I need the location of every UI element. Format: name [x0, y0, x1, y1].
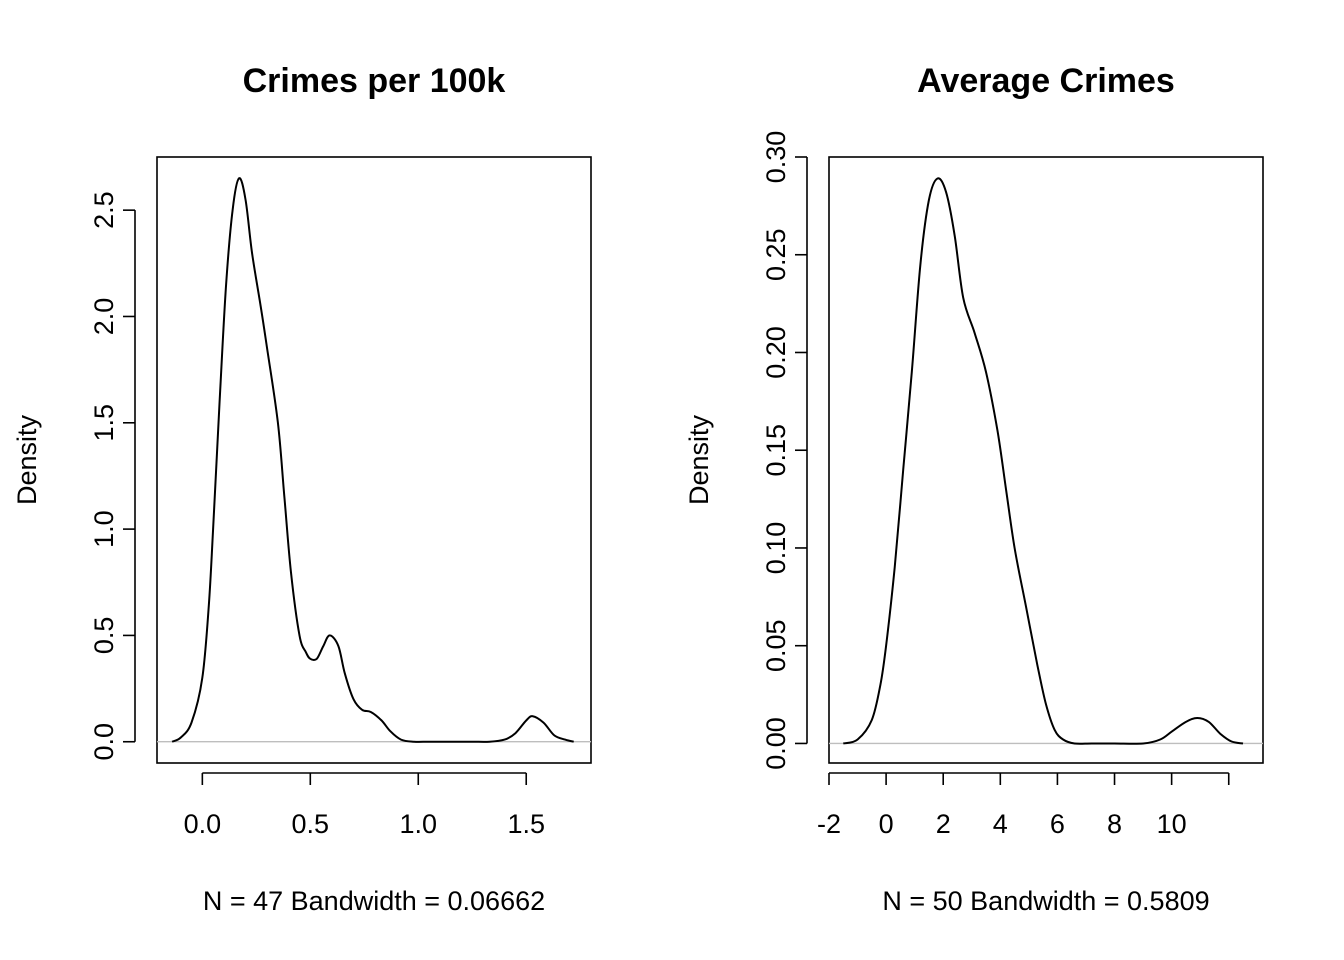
chart-panel-average-crimes: Average Crimes Density N = 50 Bandwidth …: [684, 62, 1264, 916]
x-tick-label: 1.0: [399, 809, 437, 839]
x-tick-label: 0.5: [292, 809, 330, 839]
y-tick-label: 0.10: [761, 522, 791, 575]
x-tick-label: 2: [936, 809, 951, 839]
x-tick-label: 4: [993, 809, 1008, 839]
y-tick-label: 2.5: [89, 191, 119, 229]
x-tick-label: 0: [879, 809, 894, 839]
axis-ticks: 0.0 0.5 1.0 1.5 2.0 2.5 0.0 0.5 1.0 1.5: [89, 191, 545, 839]
y-tick-label: 1.5: [89, 404, 119, 442]
y-tick-label: 0.30: [761, 131, 791, 184]
y-tick-label: 0.15: [761, 424, 791, 477]
density-curve: [843, 177, 1244, 745]
axis-ticks: 0.00 0.05 0.10 0.15 0.20 0.25 0.30 -2 0 2 4 6 8 10: [761, 131, 1230, 839]
y-tick-label: 0.05: [761, 619, 791, 672]
density-curve: [171, 177, 574, 743]
y-tick-label: 2.0: [89, 298, 119, 336]
y-tick-label: 0.25: [761, 228, 791, 281]
y-tick-label: 0.5: [89, 617, 119, 655]
y-tick-label: 0.20: [761, 326, 791, 379]
x-tick-label: 8: [1107, 809, 1122, 839]
plot-frame: [156, 156, 592, 764]
x-axis-label: N = 47 Bandwidth = 0.06662: [203, 886, 545, 916]
x-tick-label: 10: [1157, 809, 1187, 839]
chart-panel-crimes-per-100k: Crimes per 100k Density N = 47 Bandwidth…: [12, 62, 592, 916]
plot-frame: [828, 156, 1264, 764]
y-tick-label: 0.0: [89, 723, 119, 761]
x-tick-label: 1.5: [507, 809, 545, 839]
x-tick-label: -2: [817, 809, 841, 839]
chart-title: Average Crimes: [917, 62, 1175, 100]
x-tick-label: 0.0: [184, 809, 222, 839]
chart-title: Crimes per 100k: [243, 62, 506, 100]
y-tick-label: 0.00: [761, 717, 791, 770]
y-axis-label: Density: [12, 414, 42, 505]
x-tick-label: 6: [1050, 809, 1065, 839]
y-axis-label: Density: [684, 414, 714, 505]
y-tick-label: 1.0: [89, 510, 119, 548]
x-axis-label: N = 50 Bandwidth = 0.5809: [882, 886, 1209, 916]
